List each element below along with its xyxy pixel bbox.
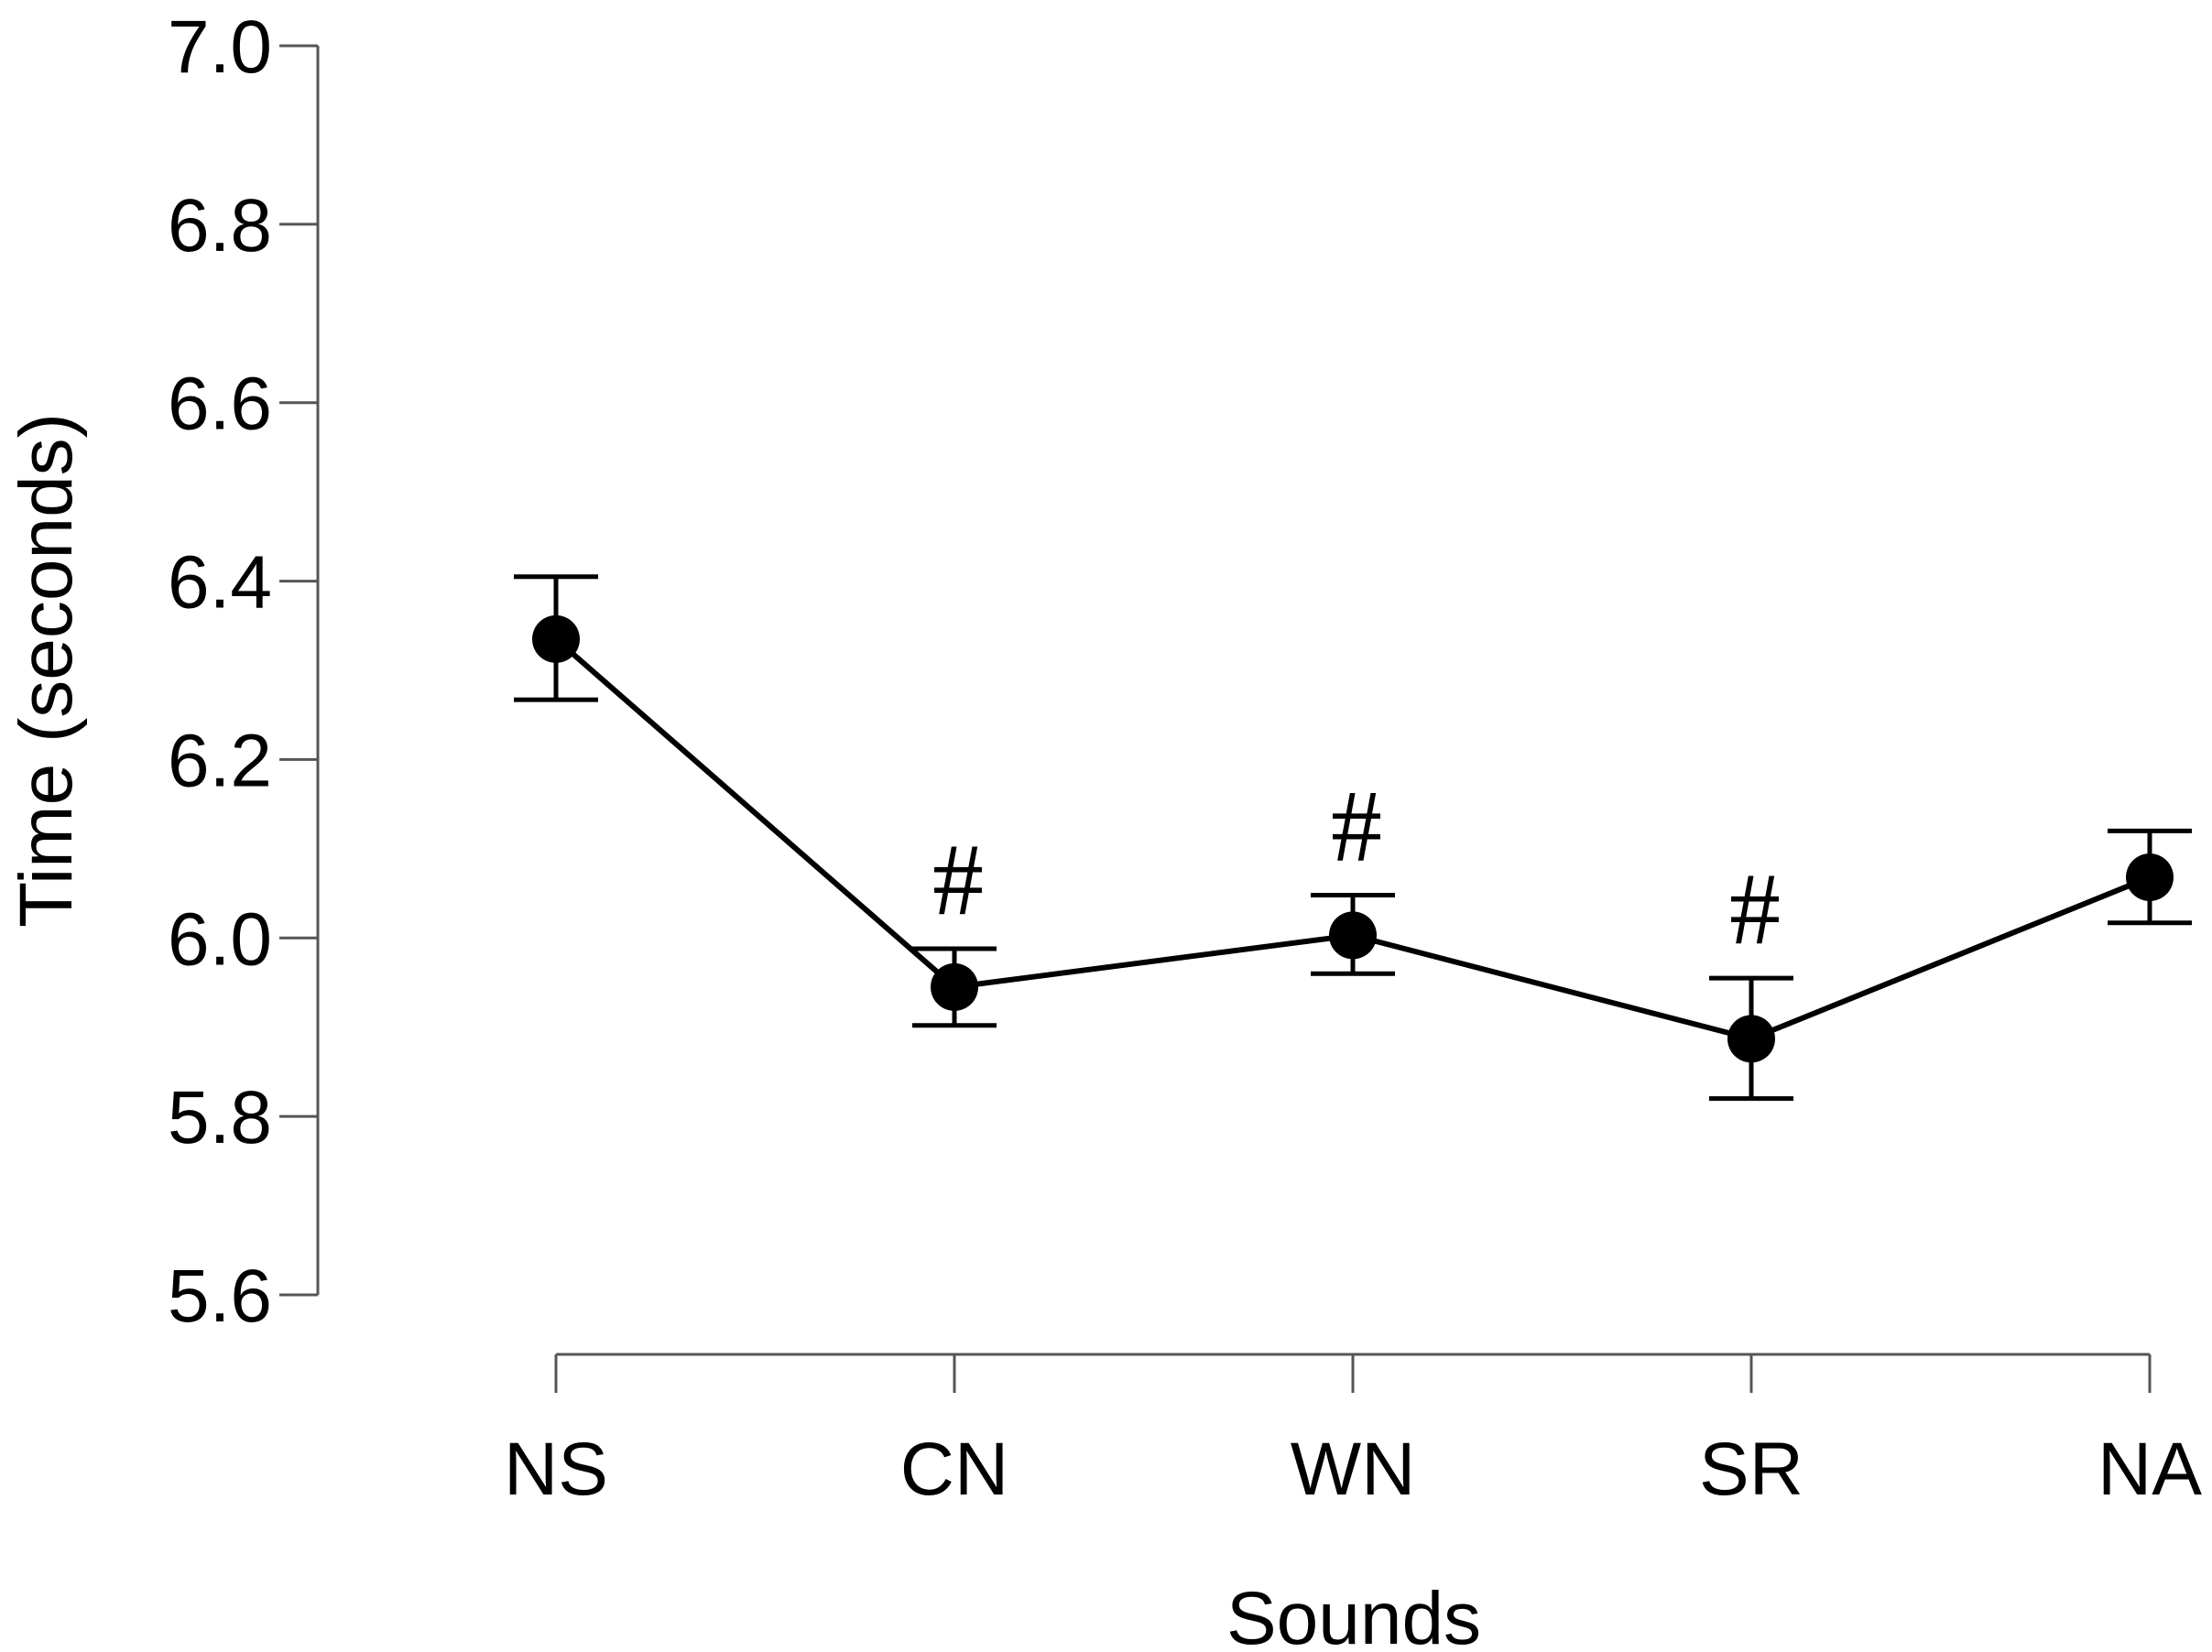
x-tick-label: NS (504, 1428, 608, 1511)
y-tick-label: 5.6 (168, 1255, 272, 1338)
y-tick-label: 6.8 (168, 184, 272, 267)
y-tick-label: 5.8 (168, 1076, 272, 1159)
y-tick-label: 6.6 (168, 363, 272, 446)
x-axis-title: Sounds (1226, 1577, 1481, 1652)
x-tick-label: WN (1291, 1428, 1416, 1511)
y-tick-label: 6.0 (168, 897, 272, 981)
x-axis: NS CN WN SR NA (504, 1353, 2202, 1511)
significance-marker: # (1331, 770, 1382, 884)
significance-marker: # (1729, 853, 1781, 966)
data-point (532, 614, 580, 663)
y-tick-label: 7.0 (168, 5, 272, 89)
data-point (931, 962, 978, 1011)
data-point (1727, 1015, 1775, 1063)
plot-area: # # # (514, 574, 2192, 1102)
x-tick-label: CN (900, 1428, 1008, 1511)
x-tick-label: SR (1699, 1428, 1803, 1511)
y-axis-title: Time (seconds) (5, 413, 88, 928)
x-tick-label: NA (2098, 1428, 2202, 1511)
y-axis: 5.6 5.8 6.0 6.2 6.4 6.6 6.8 7.0 (168, 5, 320, 1338)
significance-marker: # (932, 823, 984, 937)
data-point (1329, 911, 1377, 960)
y-tick-label: 6.2 (168, 719, 272, 802)
data-point (2126, 853, 2174, 902)
y-tick-label: 6.4 (168, 541, 272, 625)
